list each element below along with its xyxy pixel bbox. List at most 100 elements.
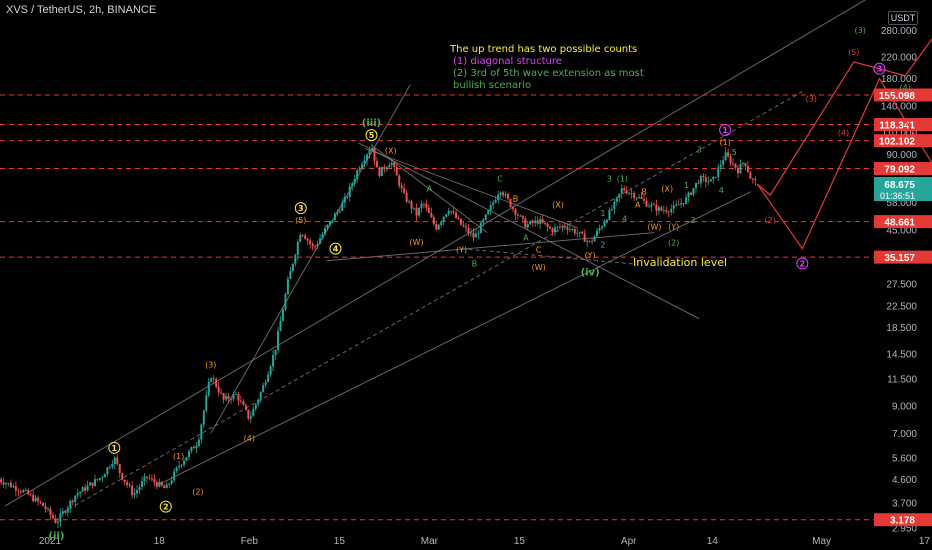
candle-body: [27, 489, 30, 495]
candle-body: [714, 176, 717, 178]
wave-label: (2): [764, 216, 775, 225]
candle-body: [652, 204, 655, 206]
candle-body: [108, 467, 111, 468]
candle-body: [286, 279, 289, 295]
candle-body: [183, 460, 186, 465]
candle-body: [47, 508, 50, 510]
candle-body: [484, 214, 487, 220]
candle-body: [351, 183, 354, 187]
candle-body: [502, 192, 505, 196]
candle-body: [586, 240, 589, 242]
candle-body: [665, 210, 668, 212]
candle-body: [309, 240, 312, 244]
candle-body: [217, 386, 220, 393]
y-tick-label: 280.000: [881, 26, 918, 37]
candle-body: [744, 163, 747, 167]
currency-badge[interactable]: USDT: [888, 11, 918, 25]
candle-body: [136, 490, 139, 494]
candle-body: [702, 176, 705, 178]
wave-label: A: [635, 200, 641, 209]
candle-body: [541, 219, 544, 223]
candle-body: [239, 400, 242, 402]
candle-body: [17, 490, 20, 492]
candle-body: [269, 366, 272, 375]
candle-body: [133, 493, 136, 495]
candle-body: [620, 188, 623, 194]
candle-body: [123, 479, 126, 483]
wave-label-circle: [796, 257, 809, 270]
candle-body: [536, 220, 539, 224]
candle-body: [22, 490, 25, 493]
candle-body: [724, 152, 727, 161]
candle-body: [7, 483, 10, 484]
candle-body: [370, 148, 373, 151]
x-tick-label: Apr: [621, 536, 637, 547]
candle-body: [190, 447, 193, 452]
current-price-label: 68.675: [884, 180, 915, 191]
candle-body: [645, 200, 648, 207]
wave-label: (X): [661, 185, 673, 194]
candle-body: [314, 246, 317, 247]
candle-body: [400, 185, 403, 189]
candle-body: [447, 210, 450, 215]
candle-body: [331, 220, 334, 222]
candle-body: [222, 393, 225, 400]
candle-body: [12, 486, 15, 488]
wave-label: 2: [690, 216, 695, 225]
candle-body: [230, 399, 233, 400]
wave-label: 5: [732, 148, 737, 157]
wave-label: 3: [697, 145, 702, 154]
price-level-label: 3.178: [890, 516, 915, 527]
candle-body: [207, 381, 210, 396]
candle-body: [388, 164, 391, 168]
candle-body: [94, 479, 97, 486]
candle-body: [435, 224, 438, 230]
candle-body: [378, 167, 381, 176]
candle-body: [234, 393, 237, 395]
candle-body: [304, 235, 307, 240]
candle-body: [413, 207, 416, 209]
candle-body: [568, 229, 571, 230]
wave-label: 4: [333, 245, 339, 254]
candle-body: [14, 486, 17, 491]
candle-body: [296, 241, 299, 256]
candle-body: [138, 486, 141, 491]
candle-body: [690, 192, 693, 195]
projection-path: [756, 77, 932, 250]
price-level-badge: [874, 118, 932, 132]
candle-body: [373, 148, 376, 162]
current-price-badge: [874, 176, 932, 201]
candle-body: [687, 192, 690, 198]
candle-body: [561, 225, 564, 228]
wave-label: (Y): [668, 222, 679, 231]
candle-body: [546, 223, 549, 227]
candle-body: [558, 226, 561, 228]
x-tick-label: Feb: [241, 536, 259, 547]
candle-body: [600, 226, 603, 229]
candle-body: [467, 227, 470, 233]
price-level-label: 79.092: [884, 164, 915, 175]
candle-body: [54, 518, 57, 523]
candle-body: [341, 202, 344, 211]
wave-label: C: [536, 246, 542, 255]
candle-body: [422, 203, 425, 205]
candle-body: [704, 177, 707, 182]
wave-label: (2): [668, 239, 679, 248]
candle-body: [81, 487, 84, 492]
candle-body: [479, 222, 482, 234]
note-count-2a: (2) 3rd of 5th wave extension as most: [453, 68, 644, 79]
candle-body: [187, 451, 190, 458]
candle-body: [729, 156, 732, 164]
wave-label: 2: [800, 260, 806, 269]
candle-body: [455, 212, 458, 219]
candle-body: [202, 410, 205, 425]
candle-body: [34, 497, 37, 502]
candle-body: [393, 162, 396, 168]
candle-body: [321, 234, 324, 239]
candle-body: [727, 152, 730, 157]
y-tick-label: 3.700: [892, 499, 917, 510]
wave-label: (iii): [362, 118, 381, 129]
x-tick-label: 15: [514, 536, 526, 547]
candle-body: [145, 476, 148, 478]
